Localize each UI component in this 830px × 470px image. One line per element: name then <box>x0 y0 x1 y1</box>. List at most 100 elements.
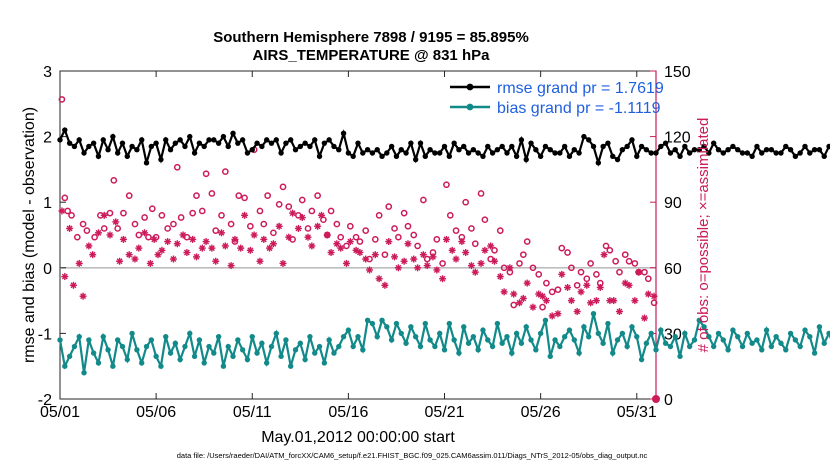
assimilated-obs-marker <box>519 294 527 302</box>
bias-point <box>653 347 659 353</box>
rmse-point <box>590 143 597 150</box>
possible-obs-marker <box>343 242 350 250</box>
rmse-point <box>677 153 683 159</box>
rmse-point <box>672 147 678 153</box>
possible-obs-marker <box>420 196 427 204</box>
rmse-point <box>244 150 251 156</box>
rmse-point <box>369 150 376 156</box>
bias-point <box>667 343 674 350</box>
rmse-point <box>114 150 121 156</box>
rmse-point <box>119 140 126 146</box>
rmse-point <box>297 143 304 150</box>
assimilated-obs-marker <box>317 211 325 219</box>
rmse-point <box>66 140 73 146</box>
assimilated-obs-marker <box>346 238 354 246</box>
possible-obs-marker <box>539 303 546 311</box>
assimilated-obs-marker <box>577 288 585 296</box>
rmse-point <box>273 137 279 143</box>
asterisk-stroke <box>295 225 302 232</box>
rmse-point <box>316 153 323 159</box>
rmse-point <box>634 153 640 159</box>
rmse-point <box>143 160 150 166</box>
possible-obs-marker <box>148 205 156 213</box>
bias-point <box>158 363 164 369</box>
assimilated-obs-marker <box>231 235 239 243</box>
rmse-point <box>605 140 611 146</box>
asterisk-stroke <box>241 212 248 219</box>
rmse-point <box>461 143 467 150</box>
asterisk-stroke <box>308 242 315 249</box>
bias-point <box>316 343 323 350</box>
rmse-point <box>76 137 82 143</box>
bias-point <box>239 347 246 353</box>
y-right-tick-label: 150 <box>664 64 691 81</box>
possible-obs-marker <box>558 244 566 252</box>
asterisk-stroke <box>61 273 68 280</box>
bias-point <box>624 343 630 350</box>
possible-obs-marker <box>256 207 264 215</box>
assimilated-obs-marker <box>452 255 460 263</box>
assimilated-obs-marker <box>221 242 229 250</box>
bias-point <box>763 327 770 333</box>
possible-obs-marker <box>423 255 431 263</box>
rmse-point <box>533 147 539 153</box>
rmse-point <box>826 143 830 150</box>
rmse-point <box>480 153 486 159</box>
bias-point <box>561 333 568 340</box>
possible-obs-marker <box>621 251 629 259</box>
bias-point <box>230 353 236 360</box>
asterisk-stroke <box>472 269 479 276</box>
rmse-point <box>749 153 755 159</box>
asterisk-stroke <box>270 240 277 247</box>
y-tick-label: -1 <box>38 326 52 343</box>
asterisk-stroke <box>76 260 83 267</box>
asterisk-stroke <box>453 256 459 262</box>
rmse-point <box>57 137 63 143</box>
assimilated-obs-marker <box>119 235 127 243</box>
assimilated-obs-marker <box>173 240 181 248</box>
rmse-point <box>153 140 159 146</box>
assimilated-obs-marker <box>650 292 658 300</box>
y-tick-label: -2 <box>38 392 52 409</box>
possible-obs-marker <box>414 242 421 250</box>
bias-point <box>76 333 82 340</box>
bias-point <box>129 330 135 337</box>
bias-point <box>307 333 313 340</box>
bias-point <box>374 333 380 340</box>
possible-obs-marker <box>587 260 594 267</box>
assimilated-obs-marker <box>400 257 408 265</box>
rmse-point <box>682 143 688 150</box>
bias-point <box>504 333 510 340</box>
possible-obs-marker <box>241 194 248 202</box>
bias-point <box>749 340 755 346</box>
rmse-point <box>662 140 669 146</box>
bias-point <box>66 353 73 360</box>
possible-obs-marker <box>106 209 114 217</box>
rmse-point <box>71 143 78 150</box>
asterisk-stroke <box>353 247 360 254</box>
possible-obs-marker <box>73 233 81 241</box>
bias-point <box>119 343 126 350</box>
bias-point <box>244 356 251 363</box>
assimilated-obs-marker <box>371 251 379 259</box>
assimilated-obs-marker <box>529 303 537 311</box>
asterisk-stroke <box>391 253 398 260</box>
bias-point <box>528 337 534 343</box>
rmse-point <box>254 140 260 146</box>
bias-point <box>648 330 654 337</box>
bias-point <box>71 343 78 350</box>
bias-point <box>816 324 823 330</box>
rmse-point <box>292 147 299 153</box>
rmse-point <box>759 150 765 156</box>
bias-point <box>254 350 260 356</box>
rmse-point <box>432 150 438 156</box>
asterisk-stroke <box>101 212 108 219</box>
assimilated-obs-marker <box>135 244 143 252</box>
assimilated-obs-marker <box>625 281 633 289</box>
bias-point <box>422 320 428 327</box>
assimilated-obs-marker <box>158 246 166 254</box>
bias-point <box>590 311 597 317</box>
bias-point <box>509 350 515 356</box>
x-tick-label: 05/06 <box>136 404 176 421</box>
bias-point <box>566 327 573 333</box>
